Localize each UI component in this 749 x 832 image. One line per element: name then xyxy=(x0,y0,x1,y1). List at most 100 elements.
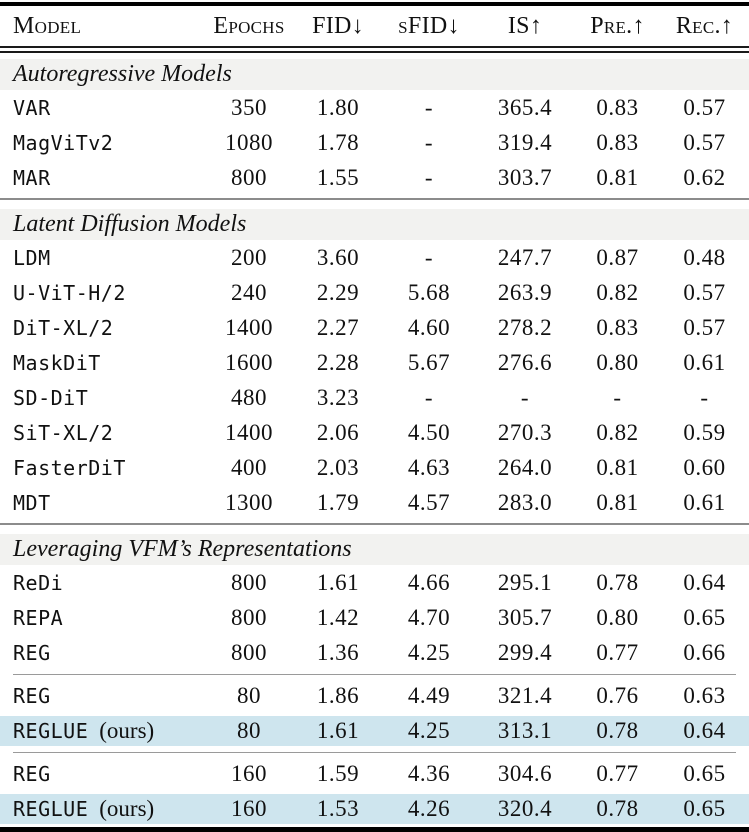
precision-value: 0.76 xyxy=(596,683,639,708)
is-value: 278.2 xyxy=(497,315,553,340)
fid-value: 2.06 xyxy=(316,420,360,445)
epochs-value: 800 xyxy=(231,605,267,630)
fid-value: 1.80 xyxy=(316,95,360,120)
model-name: MDT xyxy=(13,491,51,515)
recall-value: 0.66 xyxy=(683,640,726,665)
model-name: DiT-XL/2 xyxy=(13,316,114,340)
is-value: 295.1 xyxy=(497,570,553,595)
sfid-value: 4.49 xyxy=(407,683,451,708)
fid-value: 1.36 xyxy=(316,640,360,665)
model-cell: REGLUE (ours) xyxy=(0,791,205,829)
sfid-value: 4.50 xyxy=(407,420,451,445)
model-name: REPA xyxy=(13,606,64,630)
precision-value: 0.82 xyxy=(596,420,639,445)
sfid-value: - xyxy=(424,165,434,190)
model-name: SiT-XL/2 xyxy=(13,421,114,445)
is-value: 264.0 xyxy=(497,455,553,480)
section-rows: ReDi 800 1.61 4.66 295.1 0.78 0.64 REPA … xyxy=(0,565,749,826)
epochs-value: 160 xyxy=(231,796,267,821)
fid-value: 1.79 xyxy=(316,490,360,515)
is-value: 313.1 xyxy=(497,718,553,743)
sfid-value: 4.25 xyxy=(407,718,451,743)
model-name: REG xyxy=(13,684,51,708)
precision-value: 0.77 xyxy=(596,640,639,665)
table-row: REG 800 1.36 4.25 299.4 0.77 0.66 xyxy=(0,635,749,670)
sfid-value: 4.26 xyxy=(407,796,451,821)
model-name: REGLUE xyxy=(13,719,89,743)
model-suffix: (ours) xyxy=(99,796,155,821)
table-top-rule xyxy=(0,2,749,6)
is-value: 305.7 xyxy=(497,605,553,630)
sfid-value: 5.68 xyxy=(407,280,451,305)
precision-value: 0.82 xyxy=(596,280,639,305)
column-header-sfid: sFID↓ xyxy=(398,12,460,39)
recall-value: 0.57 xyxy=(683,315,726,340)
is-value: 283.0 xyxy=(497,490,553,515)
table-bottom-rule xyxy=(0,827,749,832)
recall-value: 0.63 xyxy=(683,683,726,708)
is-value: 319.4 xyxy=(497,130,553,155)
model-cell: REG xyxy=(0,756,205,794)
table-row: REPA 800 1.42 4.70 305.7 0.80 0.65 xyxy=(0,600,749,635)
model-cell: MaskDiT xyxy=(0,345,205,383)
sfid-value: - xyxy=(424,245,434,270)
model-name: REGLUE xyxy=(13,797,89,821)
recall-value: - xyxy=(700,385,709,410)
model-name: FasterDiT xyxy=(13,456,126,480)
recall-value: 0.61 xyxy=(683,350,726,375)
recall-value: 0.61 xyxy=(683,490,726,515)
model-cell: REG xyxy=(0,635,205,673)
header-divider xyxy=(0,46,749,53)
table-row: U-ViT-H/2 240 2.29 5.68 263.9 0.82 0.57 xyxy=(0,275,749,310)
model-cell: VAR xyxy=(0,90,205,128)
column-header-precision: Pre.↑ xyxy=(590,12,645,39)
sfid-value: - xyxy=(424,95,434,120)
recall-value: 0.57 xyxy=(683,95,726,120)
table-row: SD-DiT 480 3.23 - - - - xyxy=(0,380,749,415)
fid-value: 1.55 xyxy=(316,165,360,190)
table-row: REG 160 1.59 4.36 304.6 0.77 0.65 xyxy=(0,756,749,791)
recall-value: 0.65 xyxy=(683,761,726,786)
fid-value: 2.03 xyxy=(316,455,360,480)
precision-value: 0.78 xyxy=(596,718,639,743)
epochs-value: 480 xyxy=(231,385,267,410)
table-row: MaskDiT 1600 2.28 5.67 276.6 0.80 0.61 xyxy=(0,345,749,380)
epochs-value: 200 xyxy=(231,245,267,270)
sfid-value: - xyxy=(424,130,434,155)
recall-value: 0.59 xyxy=(683,420,726,445)
column-header-model: Model xyxy=(13,12,82,39)
fid-value: 1.42 xyxy=(316,605,360,630)
model-cell: REG xyxy=(0,678,205,716)
recall-value: 0.62 xyxy=(683,165,726,190)
recall-value: 0.65 xyxy=(683,605,726,630)
model-cell: DiT-XL/2 xyxy=(0,310,205,348)
sfid-value: 4.60 xyxy=(407,315,451,340)
table-row: REGLUE (ours) 160 1.53 4.26 320.4 0.78 0… xyxy=(0,791,749,826)
table-row: REGLUE (ours) 80 1.61 4.25 313.1 0.78 0.… xyxy=(0,713,749,748)
table-row: MDT 1300 1.79 4.57 283.0 0.81 0.61 xyxy=(0,485,749,520)
fid-value: 3.60 xyxy=(316,245,360,270)
is-value: 276.6 xyxy=(497,350,553,375)
is-value: 365.4 xyxy=(497,95,553,120)
is-value: 304.6 xyxy=(497,761,553,786)
model-cell: REGLUE (ours) xyxy=(0,713,205,751)
table-row: LDM 200 3.60 - 247.7 0.87 0.48 xyxy=(0,240,749,275)
table-row: REG 80 1.86 4.49 321.4 0.76 0.63 xyxy=(0,678,749,713)
recall-value: 0.64 xyxy=(683,570,726,595)
table-section: Latent Diffusion Models LDM 200 3.60 - 2… xyxy=(0,198,749,520)
section-title: Autoregressive Models xyxy=(0,59,749,90)
column-header-recall: Rec.↑ xyxy=(675,12,734,39)
group-divider xyxy=(13,752,736,753)
column-header-fid: FID↓ xyxy=(312,12,364,39)
table-row: FasterDiT 400 2.03 4.63 264.0 0.81 0.60 xyxy=(0,450,749,485)
is-value: 320.4 xyxy=(497,796,553,821)
sfid-value: - xyxy=(424,385,434,410)
precision-value: 0.83 xyxy=(596,95,639,120)
epochs-value: 1080 xyxy=(225,130,273,155)
fid-value: 1.61 xyxy=(316,570,360,595)
precision-value: 0.83 xyxy=(596,315,639,340)
epochs-value: 1400 xyxy=(225,420,273,445)
is-value: 247.7 xyxy=(497,245,553,270)
table-section: Leveraging VFM’s Representations ReDi 80… xyxy=(0,523,749,826)
